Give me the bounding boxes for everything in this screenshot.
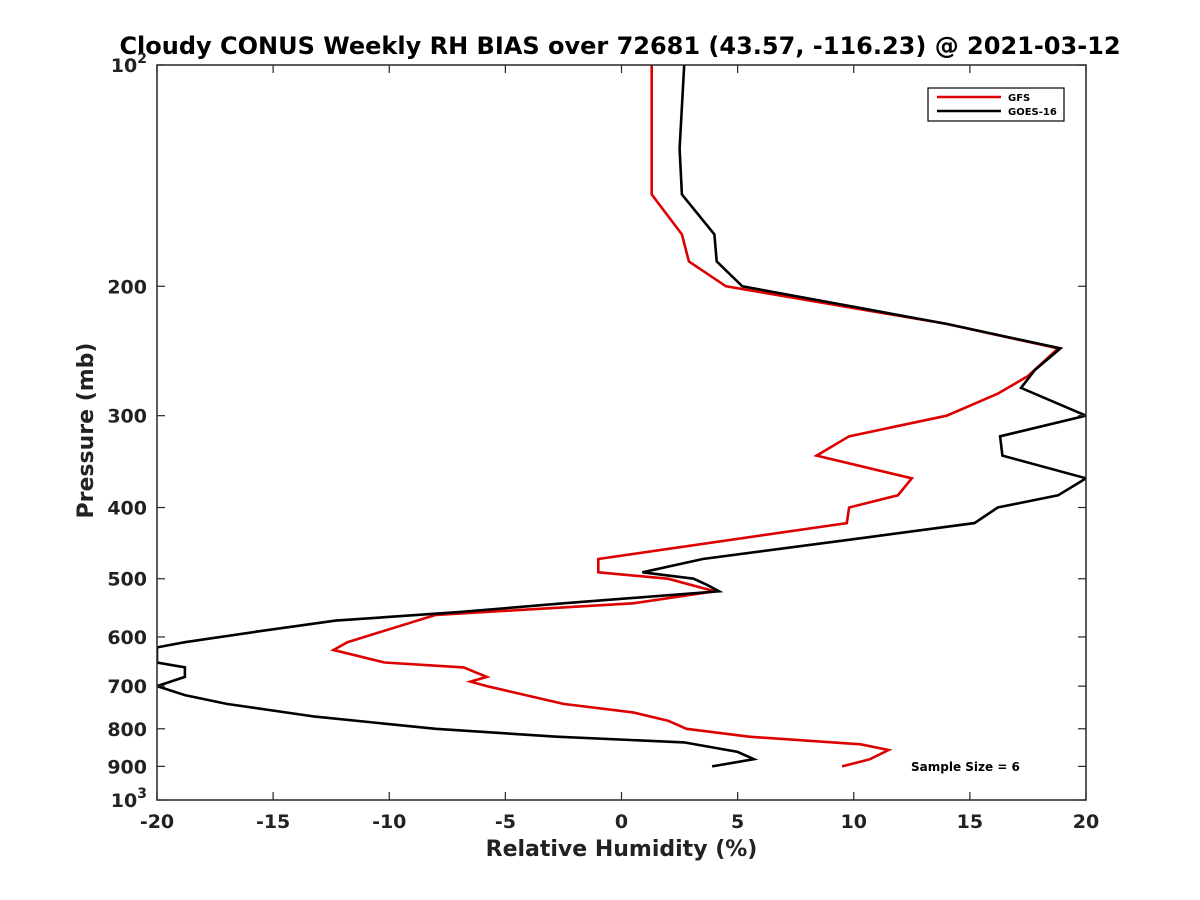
series-layer (157, 65, 1086, 768)
y-tick-exponent: 3 (137, 786, 147, 802)
y-tick-label: 400 (107, 498, 147, 520)
legend-label: GOES-16 (1008, 107, 1057, 118)
series-line-gfs (329, 65, 1061, 768)
y-tick-base: 10 (111, 55, 137, 77)
legend-box (927, 87, 1065, 122)
series-line-goes-16 (157, 65, 1086, 768)
x-tick-label: 20 (1073, 811, 1099, 833)
y-tick-exponent: 2 (137, 51, 147, 67)
legend-label: GFS (1008, 93, 1030, 104)
y-tick-label: 500 (107, 569, 147, 591)
y-tick-base: 10 (111, 790, 137, 812)
y-axis-label: Pressure (mb) (74, 343, 99, 519)
y-tick-label: 200 (107, 276, 147, 298)
x-axis: -20 -15 -10 -5 0 5 10 15 20 (140, 65, 1099, 833)
x-tick-label: -5 (495, 811, 516, 833)
axes-box (156, 64, 1087, 801)
legend: GFS GOES-16 (927, 87, 1065, 122)
x-tick-label: 10 (841, 811, 867, 833)
y-tick-label: 103 (111, 786, 147, 812)
x-tick-label: 5 (731, 811, 744, 833)
plot-area: -20 -15 -10 -5 0 5 10 15 20 10220030040050060070… (107, 51, 1099, 833)
legend-entries: GFS GOES-16 (937, 93, 1057, 118)
y-tick-label: 300 (107, 406, 147, 428)
chart-title: Cloudy CONUS Weekly RH BIAS over 72681 (… (119, 32, 1120, 60)
x-tick-label: -10 (372, 811, 406, 833)
x-tick-label: -20 (140, 811, 174, 833)
x-axis-label: Relative Humidity (%) (486, 837, 758, 862)
y-tick-label: 900 (107, 756, 147, 778)
sample-size-annotation: Sample Size = 6 (911, 760, 1020, 774)
y-tick-label: 102 (111, 51, 147, 77)
y-tick-label: 700 (107, 676, 147, 698)
y-tick-label: 600 (107, 627, 147, 649)
x-tick-label: 0 (615, 811, 628, 833)
x-tick-label: 15 (957, 811, 983, 833)
x-tick-label: -15 (256, 811, 290, 833)
y-tick-label: 800 (107, 719, 147, 741)
